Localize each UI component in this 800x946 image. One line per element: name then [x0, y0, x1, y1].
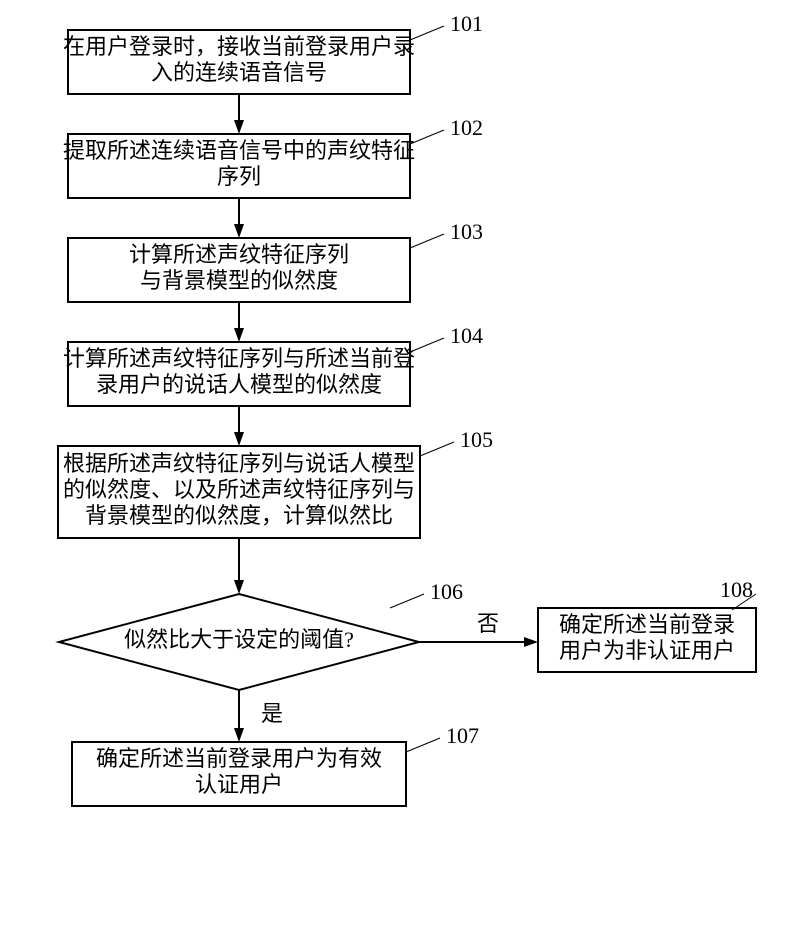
svg-text:计算所述声纹特征序列: 计算所述声纹特征序列 [129, 242, 349, 267]
svg-text:确定所述当前登录用户为有效: 确定所述当前登录用户为有效 [96, 746, 382, 771]
svg-text:根据所述声纹特征序列与说话人模型: 根据所述声纹特征序列与说话人模型 [63, 451, 415, 476]
flowchart-canvas: 101 在用户登录时，接收当前登录用户录入的连续语音信号 102 提取所述连续语音信号… [0, 0, 800, 946]
svg-text:序列: 序列 [217, 164, 261, 189]
edge-label-n106-n107: 是 [261, 701, 283, 726]
svg-text:用户为非认证用户: 用户为非认证用户 [559, 638, 735, 663]
node-label-n107: 107 [446, 723, 479, 748]
svg-text:似然比大于设定的阈值?: 似然比大于设定的阈值? [124, 627, 354, 652]
svg-text:提取所述连续语音信号中的声纹特征: 提取所述连续语音信号中的声纹特征 [63, 138, 415, 163]
svg-text:录用户的说话人模型的似然度: 录用户的说话人模型的似然度 [96, 372, 382, 397]
node-label-n102: 102 [450, 115, 483, 140]
node-label-n105: 105 [460, 427, 493, 452]
node-label-n101: 101 [450, 11, 483, 36]
edge-n106-n108: 否 [419, 611, 524, 642]
node-label-n104: 104 [450, 323, 483, 348]
svg-text:在用户登录时，接收当前登录用户录: 在用户登录时，接收当前登录用户录 [63, 34, 415, 59]
svg-text:与背景模型的似然度: 与背景模型的似然度 [140, 268, 338, 293]
edge-label-n106-n108: 否 [477, 611, 499, 636]
edge-n106-n107: 是 [239, 690, 283, 728]
svg-text:入的连续语音信号: 入的连续语音信号 [151, 60, 327, 85]
svg-text:计算所述声纹特征序列与所述当前登: 计算所述声纹特征序列与所述当前登 [63, 346, 415, 371]
svg-text:确定所述当前登录: 确定所述当前登录 [559, 612, 735, 637]
svg-text:认证用户: 认证用户 [195, 772, 283, 797]
node-label-n106: 106 [430, 579, 463, 604]
node-label-n108: 108 [720, 577, 753, 602]
node-label-n103: 103 [450, 219, 483, 244]
svg-text:的似然度、以及所述声纹特征序列与: 的似然度、以及所述声纹特征序列与 [63, 477, 415, 502]
svg-text:背景模型的似然度，计算似然比: 背景模型的似然度，计算似然比 [85, 503, 393, 528]
